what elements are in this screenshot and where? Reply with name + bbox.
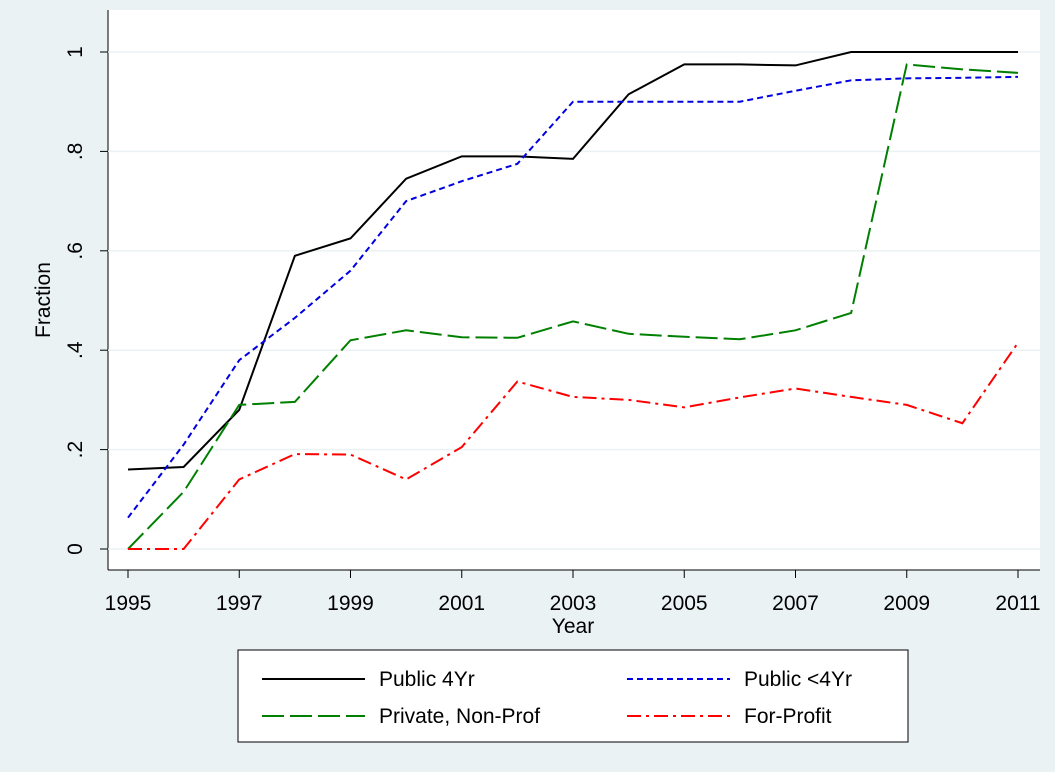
x-tick-label: 1995 <box>105 592 152 615</box>
y-axis-title: Fraction <box>32 262 55 338</box>
plot-area <box>108 10 1040 570</box>
y-tick-label: .8 <box>64 143 87 161</box>
y-tick-label: .4 <box>64 341 87 359</box>
legend-label: Public 4Yr <box>379 668 475 691</box>
y-tick-label: 1 <box>64 46 87 58</box>
legend-label: Private, Non-Prof <box>379 705 540 728</box>
series-line <box>127 63 1019 550</box>
series-line <box>128 342 1019 550</box>
x-tick-label: 2001 <box>438 592 485 615</box>
legend-label: For-Profit <box>744 705 832 728</box>
legend-label: Public <4Yr <box>744 668 852 691</box>
y-tick-label: 0 <box>64 543 87 555</box>
x-tick-label: 2005 <box>661 592 708 615</box>
x-tick-label: 2011 <box>995 592 1040 615</box>
series-line <box>127 75 1019 519</box>
x-axis-title: Year <box>552 615 594 638</box>
x-tick-label: 1997 <box>216 592 263 615</box>
y-tick-label: .6 <box>64 242 87 260</box>
x-tick-label: 1999 <box>327 592 374 615</box>
series-line <box>127 51 1018 471</box>
legend <box>237 649 909 743</box>
x-tick-label: 2009 <box>883 592 930 615</box>
y-tick-label: .2 <box>64 441 87 459</box>
x-tick-label: 2003 <box>550 592 597 615</box>
x-tick-label: 2007 <box>772 592 819 615</box>
